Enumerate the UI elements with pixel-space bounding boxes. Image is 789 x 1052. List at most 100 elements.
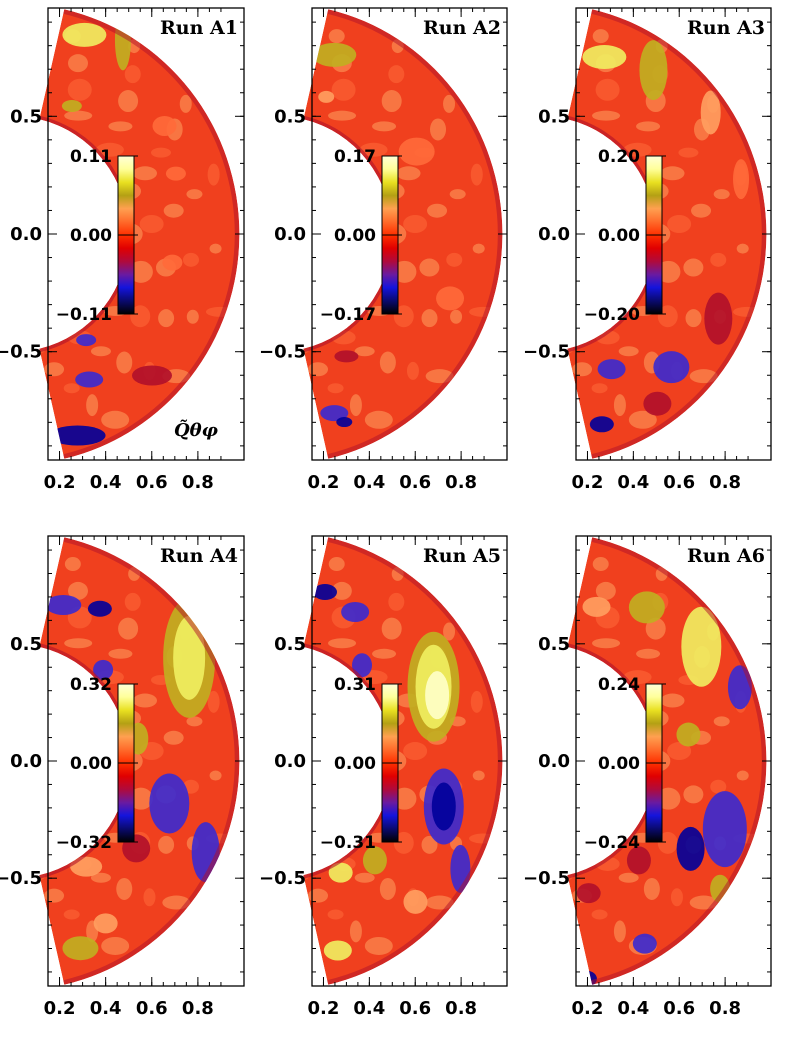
- colorbar-label-max: 0.20: [598, 147, 640, 167]
- texture-spot: [163, 203, 184, 218]
- y-tick-label: 0.5: [274, 634, 306, 655]
- x-tick-label: 0.8: [445, 472, 477, 493]
- colorbar-label-max: 0.24: [598, 675, 640, 695]
- texture-spot: [364, 410, 393, 429]
- field-feature: [352, 653, 373, 678]
- x-tick-label: 0.2: [308, 998, 340, 1019]
- texture-spot: [421, 835, 438, 854]
- texture-spot: [683, 785, 704, 804]
- texture-spot: [419, 258, 440, 277]
- texture-spot: [636, 121, 661, 132]
- field-feature: [312, 42, 357, 67]
- texture-spot: [628, 410, 657, 429]
- x-tick-label: 0.6: [136, 472, 168, 493]
- texture-spot: [446, 252, 463, 267]
- field-feature: [700, 90, 721, 135]
- texture-spot: [108, 121, 133, 132]
- texture-spot: [381, 90, 402, 113]
- field-feature: [70, 856, 103, 877]
- field-feature: [341, 602, 370, 623]
- texture-spot: [179, 94, 192, 113]
- field-feature: [318, 90, 335, 103]
- texture-spot: [572, 362, 593, 377]
- texture-spot: [124, 592, 141, 611]
- texture-spot: [207, 163, 220, 186]
- texture-spot: [678, 147, 699, 158]
- field-feature: [75, 371, 104, 388]
- y-tick-label: 0.5: [538, 634, 570, 655]
- texture-spot: [331, 78, 356, 101]
- x-tick-label: 0.8: [709, 998, 741, 1019]
- texture-spot: [150, 147, 171, 158]
- texture-spot: [379, 877, 396, 900]
- x-tick-label: 0.6: [136, 998, 168, 1019]
- field-feature: [450, 844, 471, 893]
- y-tick-label: 0.0: [10, 751, 42, 772]
- panel-title: Run A1: [160, 17, 238, 39]
- texture-spot: [472, 243, 485, 254]
- x-tick-label: 0.8: [709, 472, 741, 493]
- field-feature: [173, 615, 206, 700]
- field-feature: [589, 416, 614, 433]
- field-feature: [334, 350, 359, 363]
- field-feature: [702, 791, 747, 868]
- y-tick-label: 0.0: [538, 751, 570, 772]
- texture-spot: [143, 888, 156, 907]
- field-feature: [132, 365, 173, 386]
- x-tick-label: 0.2: [44, 998, 76, 1019]
- texture-spot: [163, 730, 184, 745]
- field-feature: [681, 606, 722, 687]
- x-tick-label: 0.4: [90, 998, 122, 1019]
- texture-spot: [623, 670, 652, 685]
- texture-spot: [406, 361, 419, 380]
- panel-title: Run A2: [423, 17, 501, 39]
- texture-spot: [713, 189, 730, 200]
- texture-spot: [683, 258, 704, 277]
- texture-spot: [381, 617, 402, 640]
- field-feature: [643, 391, 672, 416]
- colorbar-label-mid: 0.00: [70, 754, 112, 774]
- y-tick-label: 0.5: [538, 106, 570, 127]
- texture-spot: [660, 166, 685, 181]
- texture-spot: [68, 54, 89, 73]
- panel-1: 0.2 0.4 0.6 0.8 0.5 0.0 −0.5 Run A1 0.11 0.00 −0.1…: [0, 7, 245, 493]
- texture-spot: [90, 872, 111, 883]
- y-tick-label: 0.0: [538, 224, 570, 245]
- texture-spot: [470, 690, 483, 713]
- x-tick-label: 0.6: [399, 998, 431, 1019]
- texture-spot: [186, 716, 203, 727]
- texture-spot: [470, 163, 483, 186]
- texture-spot: [118, 617, 139, 640]
- y-tick-label: 0.0: [10, 224, 42, 245]
- panel-3: 0.2 0.4 0.6 0.8 0.5 0.0 −0.5 Run A3 0.20 0.00 −0.2…: [523, 7, 772, 493]
- texture-spot: [713, 716, 730, 727]
- field-feature: [87, 600, 112, 617]
- texture-spot: [660, 693, 685, 708]
- texture-spot: [101, 410, 130, 429]
- texture-spot: [403, 742, 428, 761]
- field-feature: [62, 936, 99, 961]
- x-tick-label: 0.4: [90, 472, 122, 493]
- texture-spot: [372, 121, 397, 132]
- colorbar-label-min: −0.24: [584, 833, 640, 853]
- texture-spot: [736, 770, 749, 781]
- colorbar-label-min: −0.17: [320, 305, 376, 325]
- field-feature: [93, 913, 118, 934]
- panel-title: Run A5: [423, 545, 501, 567]
- texture-spot: [670, 888, 683, 907]
- x-tick-label: 0.8: [182, 472, 214, 493]
- texture-spot: [613, 394, 626, 417]
- panel-2: 0.2 0.4 0.6 0.8 0.5 0.0 −0.5 Run A2 0.17 0.00 −0.1…: [259, 7, 508, 493]
- field-feature: [628, 591, 665, 624]
- texture-spot: [403, 214, 428, 233]
- texture-spot: [116, 877, 133, 900]
- texture-spot: [133, 166, 158, 181]
- texture-spot: [128, 260, 153, 283]
- colorbar-label-max: 0.11: [70, 147, 112, 167]
- field-feature: [362, 846, 387, 875]
- texture-spot: [354, 346, 375, 357]
- field-feature: [626, 846, 651, 875]
- shell-field: [567, 537, 767, 985]
- colorbar-label-mid: 0.00: [70, 226, 112, 246]
- texture-spot: [430, 118, 447, 141]
